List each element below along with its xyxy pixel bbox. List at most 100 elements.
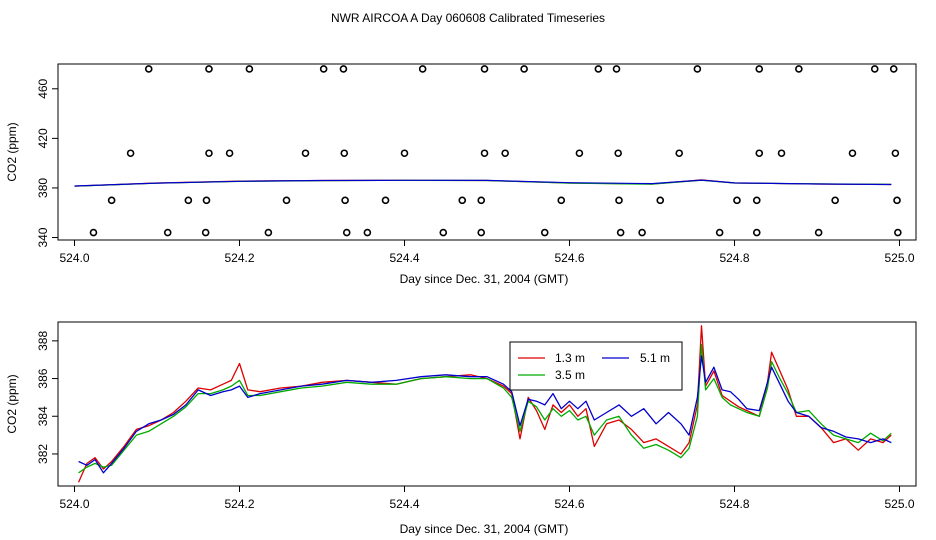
calibration-point-408-7 — [501, 149, 509, 158]
calibration-point-370-2 — [202, 196, 211, 205]
calibration-point-476-10 — [693, 65, 702, 73]
top-series-lines — [74, 179, 892, 187]
bottom-series-line-1-3-m — [78, 325, 892, 483]
calibration-point-344-9 — [616, 228, 625, 237]
calibration-point-344-13 — [814, 228, 823, 237]
bottom-y-tick-label-386: 386 — [36, 368, 50, 388]
calibration-point-370-6 — [458, 196, 467, 205]
top-x-tick-label-524-0: 524.0 — [59, 251, 89, 265]
calibration-point-476-13 — [870, 65, 879, 73]
calibration-point-370-12 — [752, 196, 761, 205]
top-x-tick-label-525-0: 525.0 — [884, 251, 914, 265]
calibration-point-408-6 — [480, 149, 489, 158]
top-x-tick-label-524-8: 524.8 — [719, 251, 749, 265]
calibration-point-476-14 — [889, 65, 898, 73]
calibration-point-370-5 — [381, 196, 390, 205]
bottom-y-axis-label: CO2 (ppm) — [5, 374, 19, 433]
calibration-point-370-14 — [893, 196, 901, 205]
calibration-point-408-0 — [126, 149, 135, 158]
calibration-point-370-7 — [477, 196, 486, 205]
calibration-point-344-0 — [89, 228, 98, 237]
calibration-point-344-11 — [715, 228, 724, 237]
calibration-point-476-6 — [480, 65, 489, 73]
calibration-point-408-11 — [755, 149, 764, 158]
calibration-point-370-13 — [831, 196, 839, 205]
top-series-line-5-1-m — [74, 179, 892, 187]
top-panel: 524.0 524.2 524.4 524.6 524.8 525.0 340 380 420… — [5, 63, 917, 286]
calibration-point-344-14 — [894, 228, 902, 237]
calibration-point-476-2 — [245, 65, 254, 73]
calibration-point-408-2 — [225, 149, 234, 158]
calibration-point-370-8 — [557, 196, 566, 205]
top-y-tick-label-460: 460 — [36, 78, 50, 98]
calibration-point-476-7 — [520, 65, 528, 73]
calibration-point-344-10 — [638, 228, 646, 237]
bottom-x-tick-label-524-0: 524.0 — [59, 497, 89, 511]
calibration-point-344-1 — [163, 228, 172, 237]
calibration-point-476-5 — [418, 65, 427, 73]
calibration-point-408-4 — [340, 149, 349, 158]
bottom-plot-frame — [57, 321, 917, 487]
calibration-point-476-0 — [144, 65, 153, 73]
legend-label-5-1m: 5.1 m — [640, 351, 670, 365]
bottom-x-axis-label: Day since Dec. 31, 2004 (GMT) — [400, 522, 569, 536]
bottom-y-tick-label-384: 384 — [36, 406, 50, 426]
calibration-point-476-4 — [339, 65, 348, 73]
top-calibration-points — [89, 65, 902, 237]
top-y-tick-label-420: 420 — [36, 128, 50, 148]
legend-box — [509, 341, 683, 391]
bottom-x-tick-label-524-2: 524.2 — [224, 497, 254, 511]
calibration-point-370-9 — [615, 196, 623, 205]
calibration-point-370-1 — [184, 196, 193, 205]
top-x-axis: 524.0 524.2 524.4 524.6 524.8 525.0 — [59, 240, 915, 265]
calibration-point-476-11 — [755, 65, 764, 73]
top-x-axis-label: Day since Dec. 31, 2004 (GMT) — [400, 272, 569, 286]
top-y-tick-label-340: 340 — [36, 227, 50, 247]
bottom-y-axis: 382 384 386 388 — [36, 331, 58, 464]
calibration-point-476-1 — [205, 65, 213, 73]
bottom-y-tick-label-388: 388 — [36, 331, 50, 351]
calibration-point-344-12 — [752, 228, 761, 237]
legend: 1.3 m 5.1 m 3.5 m — [509, 341, 683, 391]
calibration-point-408-9 — [614, 149, 622, 158]
top-y-axis: 340 380 420 460 — [36, 78, 58, 248]
calibration-point-408-13 — [848, 149, 857, 158]
calibration-point-408-10 — [675, 149, 684, 158]
legend-label-1-3m: 1.3 m — [555, 351, 585, 365]
calibration-point-408-3 — [301, 149, 310, 158]
top-x-tick-label-524-6: 524.6 — [554, 251, 584, 265]
calibration-point-408-8 — [575, 149, 584, 158]
calibration-point-344-5 — [363, 228, 372, 237]
calibration-point-344-3 — [264, 228, 273, 237]
calibration-point-408-14 — [891, 149, 900, 158]
calibration-point-370-11 — [733, 196, 741, 205]
calibration-point-344-6 — [439, 228, 448, 237]
bottom-x-tick-label-524-4: 524.4 — [389, 497, 419, 511]
bottom-series-line-5-1-m — [78, 355, 892, 474]
bottom-y-tick-label-382: 382 — [36, 444, 50, 464]
bottom-x-tick-label-525-0: 525.0 — [884, 497, 914, 511]
calibration-point-408-1 — [205, 149, 213, 158]
top-plot-frame — [57, 63, 917, 241]
calibration-point-344-8 — [540, 228, 549, 237]
calibration-point-370-3 — [282, 196, 291, 205]
calibration-point-476-12 — [795, 65, 803, 73]
bottom-series-lines — [78, 325, 892, 483]
bottom-panel: 524.0 524.2 524.4 524.6 524.8 525.0 382 384 386… — [5, 321, 917, 536]
calibration-point-476-8 — [594, 65, 603, 73]
calibration-point-344-2 — [201, 228, 210, 237]
calibration-point-370-10 — [656, 196, 665, 205]
top-x-tick-label-524-4: 524.4 — [389, 251, 419, 265]
bottom-x-axis: 524.0 524.2 524.4 524.6 524.8 525.0 — [59, 486, 915, 511]
calibration-point-476-3 — [319, 65, 328, 73]
top-y-axis-label: CO2 (ppm) — [5, 122, 19, 181]
bottom-x-tick-label-524-6: 524.6 — [554, 497, 584, 511]
calibration-point-408-12 — [777, 149, 786, 158]
calibration-point-476-9 — [612, 65, 621, 73]
top-x-tick-label-524-2: 524.2 — [224, 251, 254, 265]
figure-title: NWR AIRCOA A Day 060608 Calibrated Times… — [331, 11, 605, 25]
bottom-x-tick-label-524-8: 524.8 — [719, 497, 749, 511]
calibration-point-370-0 — [107, 196, 116, 205]
calibration-point-370-4 — [341, 196, 349, 205]
